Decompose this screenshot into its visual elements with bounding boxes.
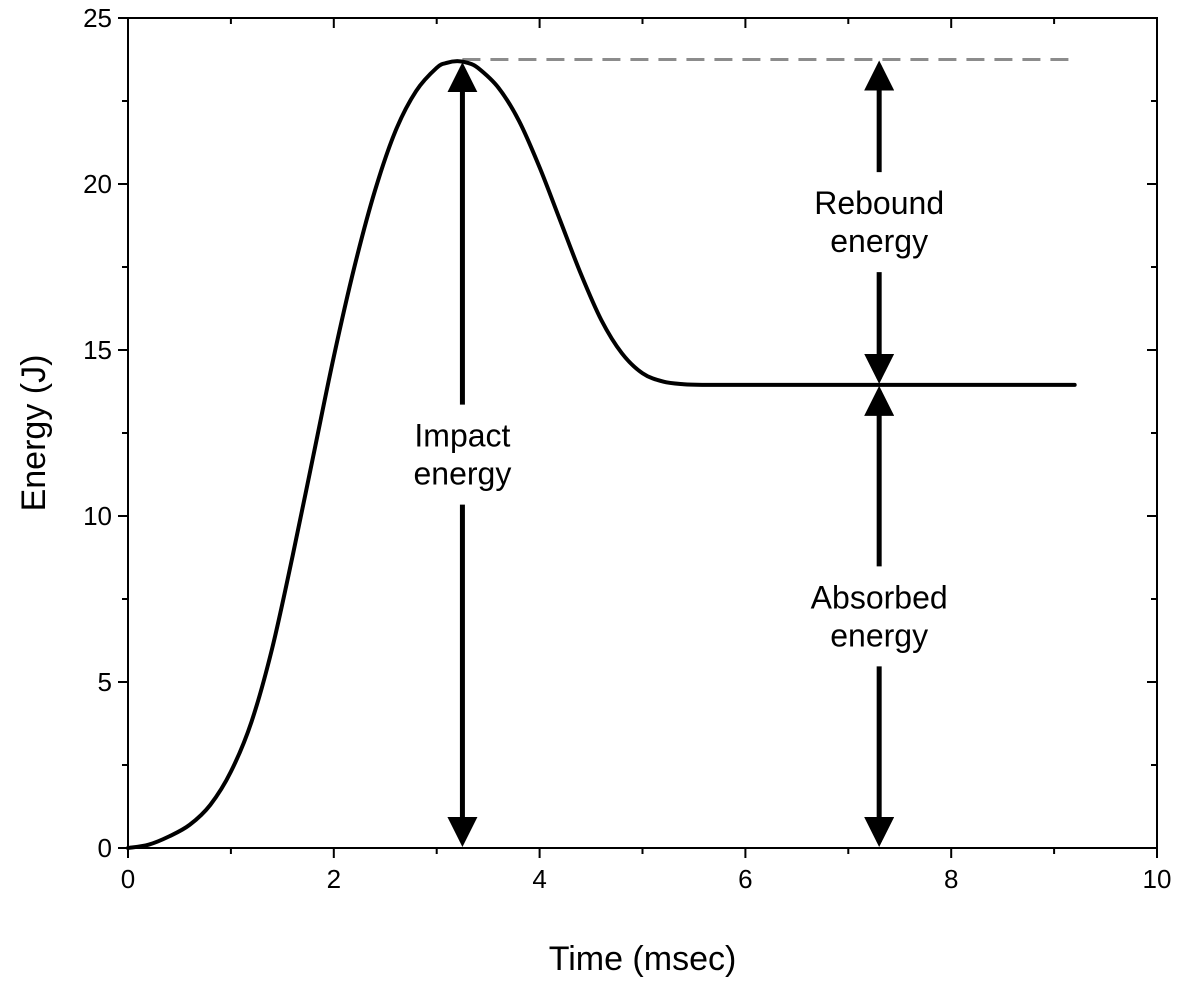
axes: 0 2 4 6 8 10 0 5 10 15 20 25 — [83, 3, 1171, 894]
rebound-label-line: Rebound — [814, 185, 944, 221]
impact-label-line: Impact — [414, 418, 510, 454]
y-axis-title: Energy (J) — [15, 355, 53, 512]
x-tick-label: 10 — [1143, 864, 1172, 894]
y-tick-label: 10 — [83, 501, 112, 531]
y-tick-label: 0 — [98, 833, 112, 863]
absorbed-label-line: energy — [830, 617, 928, 653]
y-tick-label: 5 — [98, 667, 112, 697]
plot-frame — [127, 17, 1158, 849]
y-tick-label: 15 — [83, 335, 112, 365]
x-tick-label: 8 — [944, 864, 958, 894]
energy-series-line — [126, 59, 1077, 850]
x-tick-label: 4 — [532, 864, 546, 894]
x-axis-title: Time (msec) — [549, 940, 737, 978]
x-tick-label: 6 — [738, 864, 752, 894]
series-layer — [126, 58, 1077, 850]
y-tick-label: 25 — [83, 3, 112, 33]
absorbed-label-line: Absorbed — [811, 579, 948, 615]
x-tick-label: 2 — [327, 864, 341, 894]
y-tick-label: 20 — [83, 169, 112, 199]
rebound-label-line: energy — [830, 223, 928, 259]
x-tick-label: 0 — [121, 864, 135, 894]
impact-label-line: energy — [414, 456, 512, 492]
